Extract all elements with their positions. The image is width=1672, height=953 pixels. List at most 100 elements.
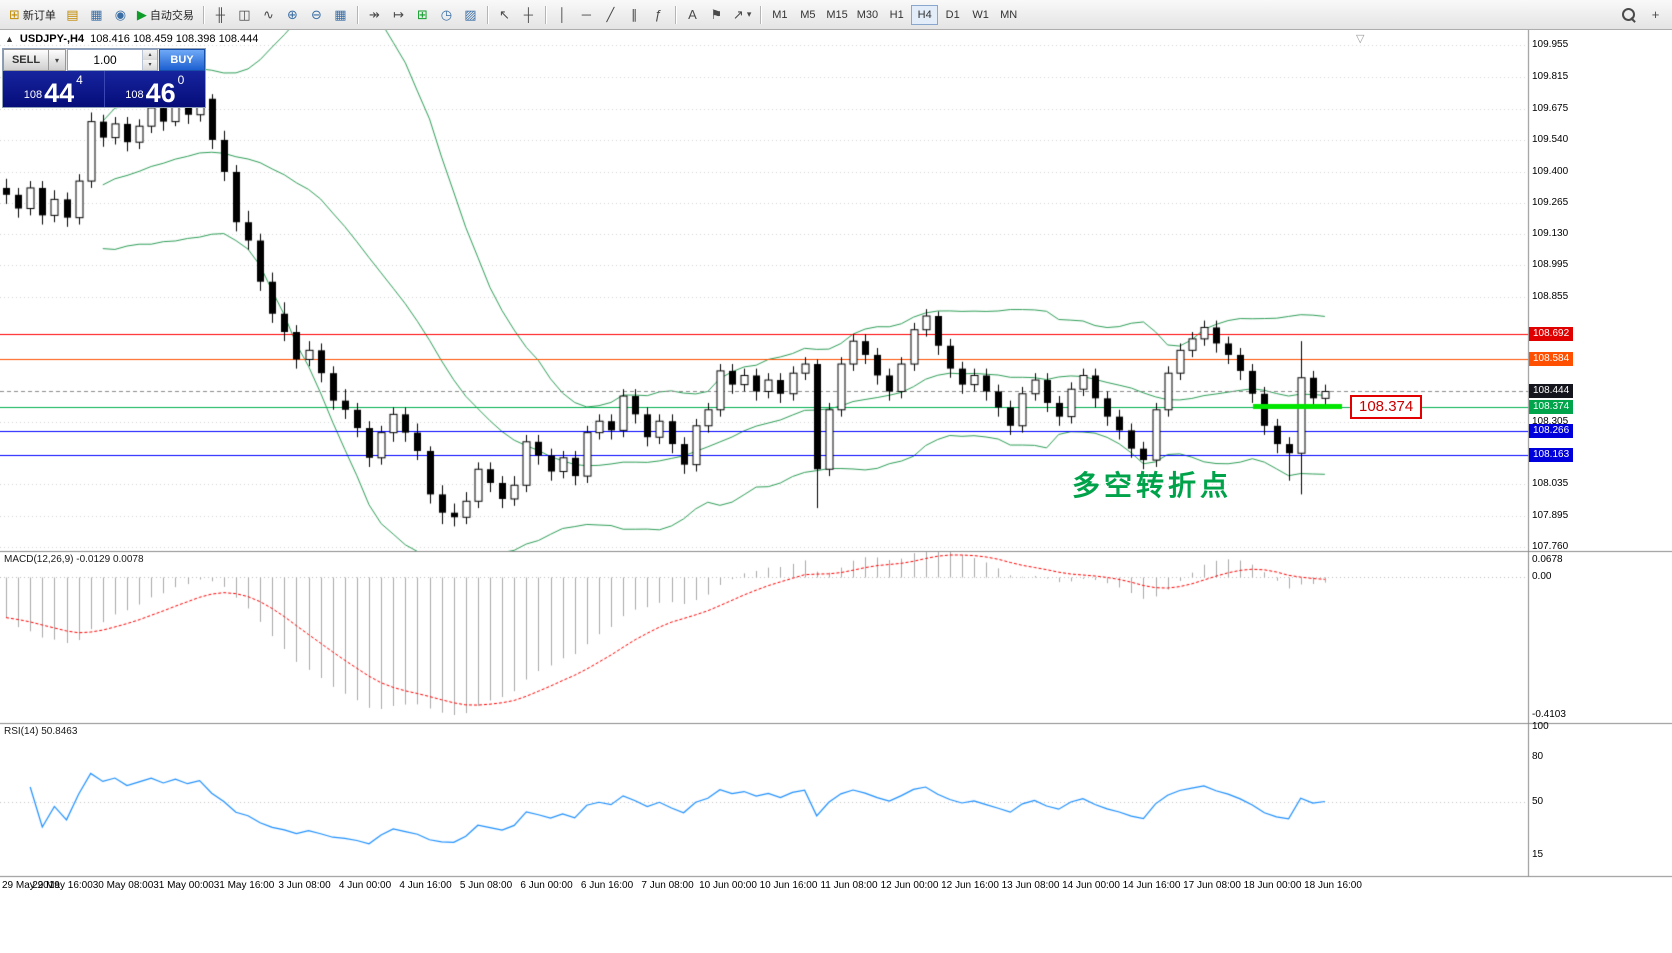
trendline-icon: ╱ [606,7,615,22]
trendline-button[interactable]: ╱ [599,4,622,26]
text-label-button[interactable]: ⚑ [705,4,728,26]
tile-windows-button[interactable]: ▦ [329,4,352,26]
price-axis-label: 109.400 [1532,165,1569,177]
profiles-button[interactable]: ▤ [61,4,84,26]
auto-scroll-button[interactable]: ↠ [363,4,386,26]
timeframe-group: M1 M5 M15 M30 H1 H4 D1 W1 MN [766,4,1022,25]
horizontal-line-button[interactable]: ─ [575,4,598,26]
price-level-badge: 108.163 [1529,447,1574,462]
time-axis-label: 18 Jun 16:00 [1304,880,1362,891]
ask-price-pip: 0 [177,73,185,87]
auto-trading-label: 自动交易 [149,9,194,22]
timeframe-button-d1[interactable]: D1 [939,5,966,25]
price-axis-label: 107.895 [1532,510,1569,522]
arrows-button[interactable]: ↗ ▾ [729,4,755,26]
time-axis-label: 31 May 00:00 [153,880,214,891]
quick-add-button[interactable]: + [1644,4,1667,26]
zoom-in-button[interactable]: ⊕ [281,4,304,26]
time-axis-label: 29 May 2019 [2,880,60,891]
zoom-out-button[interactable]: ⊖ [305,4,328,26]
timeframe-button-mn[interactable]: MN [995,5,1022,25]
timeframe-button-w1[interactable]: W1 [967,5,994,25]
text-tool-button[interactable]: A [681,4,704,26]
price-axis-label: 107.760 [1532,540,1569,552]
auto-trading-icon: ▶ [136,7,147,22]
auto-trading-button[interactable]: ▶ 自动交易 [133,4,198,26]
price-flag-label[interactable]: 108.374 [1350,395,1423,419]
plus-icon: + [1651,7,1660,22]
price-level-badge: 108.584 [1529,351,1574,366]
timeframe-button-h4[interactable]: H4 [911,4,939,25]
rsi-indicator-label: RSI(14) 50.8463 [4,726,78,737]
cursor-button[interactable]: ↖ [493,4,516,26]
market-info-button[interactable]: ◉ [109,4,132,26]
bid-price[interactable]: 108 44 4 [3,71,104,107]
charts-button[interactable]: ▦ [85,4,108,26]
timeframe-button-m30[interactable]: M30 [853,5,882,25]
timeframe-button-m15[interactable]: M15 [822,5,851,25]
horizontal-line-icon: ─ [581,7,592,22]
symbol-timeframe-text: USDJPY-,H4 [19,33,85,45]
price-axis-label: 109.815 [1532,71,1569,83]
price-axis-label: 109.540 [1532,133,1569,145]
time-axis-label: 5 Jun 08:00 [459,880,513,891]
period-button[interactable]: ◷ [435,4,458,26]
price-level-badge: 108.374 [1529,399,1574,414]
new-order-icon: ⊞ [9,7,20,22]
chart-shift-button[interactable]: ↦ [387,4,410,26]
volume-spinner: ▴ ▾ [142,50,157,70]
price-axis-label: 109.130 [1532,227,1569,239]
bid-price-prefix: 108 [23,89,43,101]
market-info-icon: ◉ [114,7,127,22]
fibonacci-button[interactable]: ƒ [647,4,670,26]
new-chart-button[interactable]: ⊞ [411,4,434,26]
magnifier-icon [1622,8,1635,21]
scroll-to-end-marker[interactable]: ▽ [1356,33,1365,45]
templates-button[interactable]: ▨ [459,4,482,26]
volume-increase-button[interactable]: ▴ [143,50,157,60]
new-order-label: 新订单 [22,9,56,22]
chart-canvas[interactable] [0,30,1672,953]
search-button[interactable] [1617,4,1640,26]
price-level-badge: 108.266 [1529,424,1574,439]
volume-decrease-button[interactable]: ▾ [143,60,157,70]
time-axis-label: 11 Jun 08:00 [820,880,878,891]
rsi-axis-label: 80 [1532,751,1544,762]
vertical-line-button[interactable]: │ [551,4,574,26]
time-axis-label: 13 Jun 08:00 [1001,880,1060,891]
time-axis-label: 10 Jun 00:00 [699,880,757,891]
vertical-line-icon: │ [558,7,567,22]
timeframe-button-m5[interactable]: M5 [794,5,821,25]
channel-button[interactable]: ∥ [623,4,646,26]
price-axis-label: 108.855 [1532,290,1569,302]
crosshair-button[interactable]: ┼ [517,4,540,26]
time-axis-label: 6 Jun 16:00 [580,880,634,891]
arrow-icon: ↗ [732,7,744,22]
ask-price[interactable]: 108 46 0 [103,71,206,107]
time-axis-label: 14 Jun 16:00 [1122,880,1181,891]
buy-button[interactable]: BUY [159,49,205,71]
new-order-button[interactable]: ⊞ 新订单 [5,4,60,26]
profiles-icon: ▤ [66,7,79,22]
time-axis-label: 12 Jun 00:00 [880,880,939,891]
auto-scroll-icon: ↠ [368,7,380,22]
bid-price-pip: 4 [76,73,83,87]
label-flag-icon: ⚑ [710,7,723,22]
toolbar-separator [486,5,488,24]
macd-axis-label: 0.0678 [1532,554,1563,565]
sell-button[interactable]: SELL [3,49,49,71]
volume-box: ▴ ▾ [67,49,158,71]
macd-axis-label: 0.00 [1532,571,1552,582]
volume-input[interactable] [68,50,142,70]
price-axis-label: 109.675 [1532,103,1569,115]
chart-symbol-label: ▲ USDJPY-,H4 108.416 108.459 108.398 108… [5,33,258,45]
trade-options-dropdown[interactable]: ▾ [49,49,66,71]
timeframe-button-h1[interactable]: H1 [883,5,910,25]
bar-chart-button[interactable]: ╫ [209,4,232,26]
timeframe-button-m1[interactable]: M1 [766,5,793,25]
chevron-down-icon: ▾ [746,9,752,19]
macd-indicator-label: MACD(12,26,9) -0.0129 0.0078 [4,554,144,565]
candlestick-chart-button[interactable]: ◫ [233,4,256,26]
line-chart-button[interactable]: ∿ [257,4,280,26]
price-level-badge: 108.692 [1529,326,1574,341]
